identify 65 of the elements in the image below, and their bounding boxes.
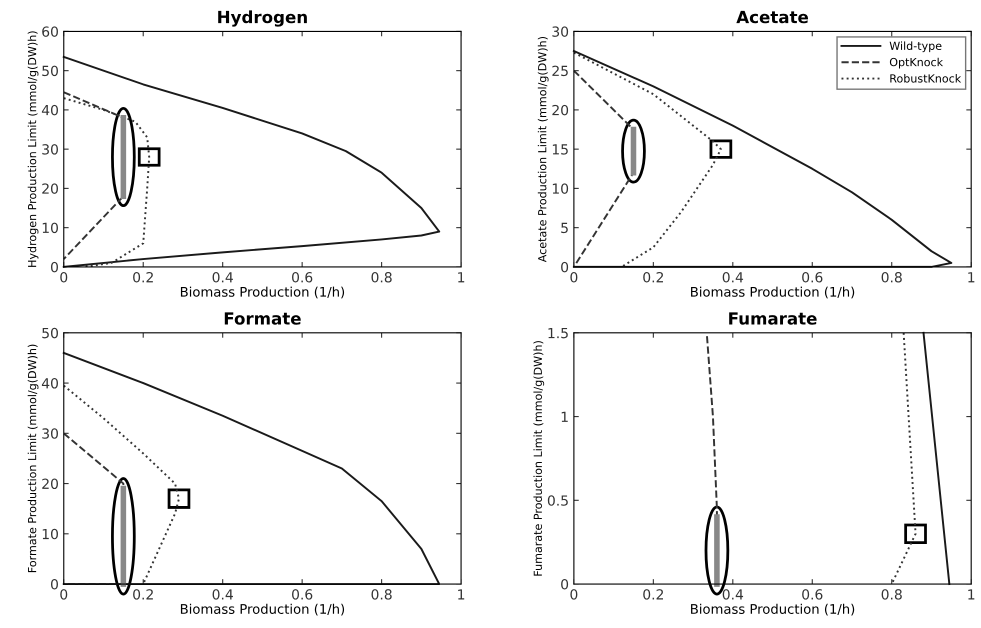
- y-tick-label: 10: [42, 222, 58, 234]
- x-tick-label: 0.6: [802, 272, 822, 283]
- legend-label: RobustKnock: [890, 74, 962, 83]
- y-tick-label: 0: [561, 262, 568, 272]
- x-tick-label: 0.2: [133, 589, 153, 600]
- y-tick-label: 5: [561, 222, 568, 234]
- x-tick-label: 0: [570, 589, 578, 600]
- legend-label: OptKnock: [890, 58, 944, 68]
- y-tick-label: 0.5: [548, 495, 568, 506]
- y-tick-label: 10: [42, 528, 58, 540]
- chart-title: Acetate: [736, 10, 808, 24]
- y-tick-label: 20: [42, 183, 58, 194]
- y-tick-label: 30: [42, 428, 58, 439]
- y-tick-label: 50: [42, 328, 58, 338]
- x-tick-label: 0: [60, 589, 68, 600]
- x-axis-title: Biomass Production (1/h): [180, 604, 344, 616]
- chart-title: Formate: [224, 312, 301, 325]
- y-tick-label: 0: [50, 262, 58, 272]
- y-tick-label: 1: [562, 412, 568, 422]
- y-axis-title: Hydrogen Production Limit (mmol/g(DW)h): [28, 31, 38, 267]
- x-tick-label: 0.8: [371, 589, 392, 600]
- y-axis-title: Formate Production Limit (mmol/g(DW)h): [28, 344, 38, 572]
- x-tick-label: 0.4: [212, 589, 233, 600]
- y-tick-label: 25: [552, 66, 568, 76]
- y-tick-label: 1.5: [548, 328, 568, 338]
- y-tick-label: 20: [42, 478, 58, 490]
- x-tick-label: 0: [570, 272, 578, 283]
- x-tick-label: 0.4: [212, 272, 233, 283]
- x-axis-title: Biomass Production (1/h): [180, 286, 344, 298]
- y-tick-label: 40: [42, 378, 58, 389]
- x-tick-label: 0.6: [802, 589, 822, 600]
- chart-title: Hydrogen: [218, 10, 307, 27]
- x-tick-label: 0.2: [643, 272, 663, 283]
- y-axis-title: Fumarate Production Limit (mmol/g(DW)h): [533, 341, 544, 576]
- y-axis-title: Acetate Production Limit (mmol/g(DW)h): [538, 37, 549, 262]
- y-tick-label: 15: [552, 144, 568, 155]
- y-tick-label: 0: [561, 579, 568, 590]
- chart-title: Fumarate: [729, 312, 817, 325]
- x-tick-label: 0.2: [133, 272, 153, 283]
- x-tick-label: 0.8: [371, 272, 392, 283]
- x-tick-label: 1: [458, 272, 464, 282]
- y-tick-label: 40: [42, 104, 58, 116]
- x-tick-label: 0.2: [643, 589, 663, 600]
- y-tick-label: 60: [42, 26, 58, 37]
- x-tick-label: 1: [458, 589, 464, 600]
- x-tick-label: 0.6: [292, 272, 312, 283]
- x-tick-label: 0: [60, 272, 68, 283]
- x-tick-label: 0.8: [882, 272, 902, 283]
- line-series: [62, 56, 440, 268]
- legend-label: Wild-type: [890, 41, 942, 52]
- x-axis-title: Biomass Production (1/h): [691, 286, 854, 298]
- y-tick-label: 50: [42, 66, 58, 76]
- y-tick-label: 20: [552, 104, 568, 116]
- y-tick-label: 0: [50, 579, 58, 590]
- y-tick-label: 10: [552, 183, 568, 194]
- x-tick-label: 0.8: [882, 589, 902, 600]
- x-tick-label: 0.4: [722, 272, 744, 283]
- y-tick-label: 30: [552, 26, 568, 37]
- line-series: [62, 352, 440, 586]
- x-axis-title: Biomass Production (1/h): [691, 604, 854, 616]
- x-tick-label: 0.6: [292, 589, 312, 600]
- x-tick-label: 1: [968, 272, 974, 282]
- x-tick-label: 1: [968, 589, 974, 600]
- y-tick-label: 30: [42, 144, 58, 155]
- x-tick-label: 0.4: [722, 589, 744, 600]
